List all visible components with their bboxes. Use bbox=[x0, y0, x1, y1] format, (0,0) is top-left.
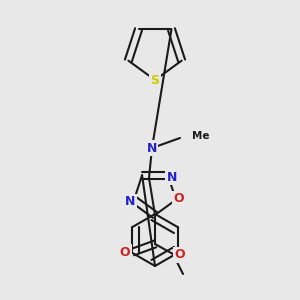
Text: N: N bbox=[167, 171, 177, 184]
Text: N: N bbox=[125, 195, 135, 208]
Text: O: O bbox=[120, 245, 130, 259]
Text: O: O bbox=[175, 248, 185, 262]
Text: N: N bbox=[147, 142, 157, 154]
Text: Me: Me bbox=[192, 131, 209, 141]
Text: S: S bbox=[151, 74, 160, 86]
Text: O: O bbox=[174, 192, 184, 205]
